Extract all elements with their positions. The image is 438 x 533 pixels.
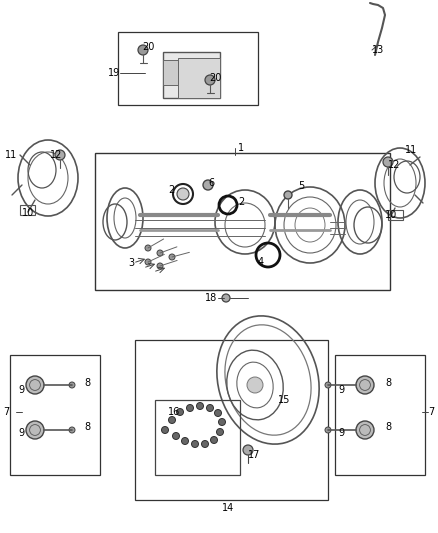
Text: 16: 16 xyxy=(168,407,180,417)
Text: 20: 20 xyxy=(209,73,221,83)
Text: 8: 8 xyxy=(385,378,391,388)
Text: 19: 19 xyxy=(108,68,120,78)
Circle shape xyxy=(215,409,222,416)
Text: 5: 5 xyxy=(298,181,304,191)
Circle shape xyxy=(181,438,188,445)
Text: 12: 12 xyxy=(388,160,400,170)
Circle shape xyxy=(145,245,151,251)
Circle shape xyxy=(157,263,163,269)
Circle shape xyxy=(356,421,374,439)
Text: 11: 11 xyxy=(5,150,17,160)
Circle shape xyxy=(247,377,263,393)
Bar xyxy=(388,210,403,220)
Circle shape xyxy=(191,440,198,448)
Text: 2: 2 xyxy=(168,185,174,195)
Text: 9: 9 xyxy=(338,385,344,395)
Bar xyxy=(95,153,390,290)
Text: 8: 8 xyxy=(84,422,90,432)
Text: 8: 8 xyxy=(385,422,391,432)
Text: 2: 2 xyxy=(238,197,244,207)
Circle shape xyxy=(26,376,44,394)
Circle shape xyxy=(222,294,230,302)
Bar xyxy=(163,60,178,85)
Circle shape xyxy=(203,180,213,190)
Text: 14: 14 xyxy=(222,503,234,513)
Bar xyxy=(155,400,240,475)
Circle shape xyxy=(211,437,218,443)
Circle shape xyxy=(284,191,292,199)
Text: 7: 7 xyxy=(3,407,9,417)
Circle shape xyxy=(162,426,169,433)
Text: 12: 12 xyxy=(50,150,62,160)
Text: 11: 11 xyxy=(405,145,417,155)
Circle shape xyxy=(197,402,204,409)
Text: 6: 6 xyxy=(208,178,214,188)
Text: 17: 17 xyxy=(248,450,260,460)
Text: 20: 20 xyxy=(142,42,154,52)
Text: 9: 9 xyxy=(18,428,24,438)
Bar xyxy=(335,355,425,475)
Text: 9: 9 xyxy=(18,385,24,395)
Circle shape xyxy=(187,405,194,411)
Bar xyxy=(118,32,258,105)
Circle shape xyxy=(173,432,180,440)
Text: 4: 4 xyxy=(258,257,264,267)
Bar xyxy=(163,52,220,98)
Text: 3: 3 xyxy=(128,258,134,268)
Bar xyxy=(10,355,100,475)
Bar xyxy=(20,205,35,215)
Text: 1: 1 xyxy=(238,143,244,153)
Circle shape xyxy=(145,259,151,265)
Circle shape xyxy=(169,254,175,260)
Circle shape xyxy=(383,157,393,167)
Text: 10: 10 xyxy=(22,208,34,218)
Circle shape xyxy=(177,408,184,416)
Circle shape xyxy=(55,150,65,160)
Circle shape xyxy=(205,75,215,85)
Circle shape xyxy=(216,429,223,435)
Circle shape xyxy=(325,427,331,433)
Text: 18: 18 xyxy=(205,293,217,303)
Circle shape xyxy=(201,440,208,448)
Text: 13: 13 xyxy=(372,45,384,55)
Circle shape xyxy=(169,416,176,424)
Text: 8: 8 xyxy=(84,378,90,388)
Circle shape xyxy=(69,427,75,433)
Text: 15: 15 xyxy=(278,395,290,405)
Circle shape xyxy=(356,376,374,394)
Text: 7: 7 xyxy=(428,407,434,417)
Circle shape xyxy=(157,250,163,256)
Bar xyxy=(178,58,220,98)
Text: 9: 9 xyxy=(338,428,344,438)
Circle shape xyxy=(138,45,148,55)
Bar xyxy=(135,340,328,500)
Circle shape xyxy=(177,188,189,200)
Circle shape xyxy=(325,382,331,388)
Circle shape xyxy=(206,405,213,411)
Text: 10: 10 xyxy=(385,210,397,220)
Circle shape xyxy=(219,418,226,425)
Circle shape xyxy=(243,445,253,455)
Circle shape xyxy=(26,421,44,439)
Circle shape xyxy=(69,382,75,388)
